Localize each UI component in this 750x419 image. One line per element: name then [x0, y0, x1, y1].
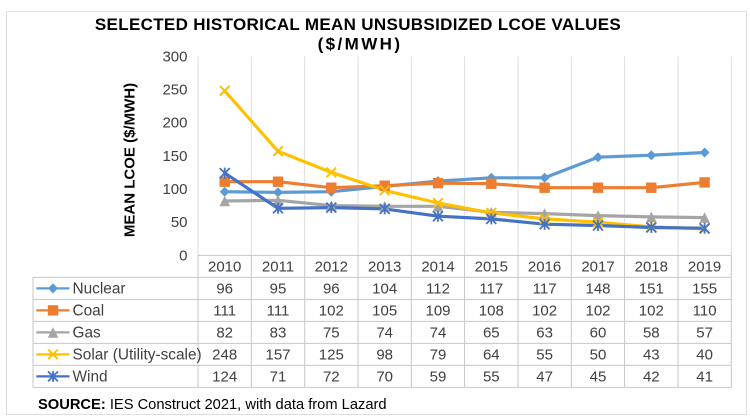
- svg-text:SOURCE: IES Construct 2021, wi: SOURCE: IES Construct 2021, with data fr…: [38, 397, 387, 413]
- svg-text:SELECTED HISTORICAL MEAN UNSUB: SELECTED HISTORICAL MEAN UNSUBSIDIZED LC…: [95, 15, 621, 34]
- svg-text:109: 109: [425, 303, 450, 320]
- svg-text:40: 40: [696, 347, 713, 364]
- svg-text:50: 50: [590, 347, 607, 364]
- svg-text:41: 41: [696, 369, 713, 386]
- svg-text:117: 117: [533, 281, 557, 298]
- svg-text:57: 57: [696, 325, 713, 342]
- svg-text:71: 71: [270, 369, 287, 386]
- svg-text:2018: 2018: [635, 259, 668, 276]
- svg-text:Wind: Wind: [73, 369, 108, 386]
- svg-text:200: 200: [162, 115, 187, 132]
- svg-text:79: 79: [430, 347, 447, 364]
- svg-text:63: 63: [536, 325, 553, 342]
- svg-text:2017: 2017: [581, 259, 614, 276]
- svg-text:58: 58: [643, 325, 660, 342]
- svg-text:74: 74: [430, 325, 447, 342]
- svg-text:60: 60: [590, 325, 607, 342]
- svg-text:111: 111: [213, 303, 236, 320]
- svg-text:112: 112: [426, 281, 450, 298]
- svg-text:2019: 2019: [688, 259, 721, 276]
- svg-text:150: 150: [162, 148, 187, 165]
- svg-text:74: 74: [376, 325, 393, 342]
- svg-text:72: 72: [323, 369, 340, 386]
- svg-text:55: 55: [536, 347, 553, 364]
- svg-text:248: 248: [212, 347, 237, 364]
- svg-text:102: 102: [532, 303, 557, 320]
- svg-text:64: 64: [483, 347, 500, 364]
- svg-text:45: 45: [590, 369, 607, 386]
- svg-text:157: 157: [265, 347, 290, 364]
- svg-text:Coal: Coal: [73, 303, 105, 320]
- svg-text:117: 117: [479, 281, 503, 298]
- svg-text:98: 98: [376, 347, 393, 364]
- svg-text:125: 125: [319, 347, 344, 364]
- svg-text:65: 65: [483, 325, 500, 342]
- svg-text:102: 102: [585, 303, 610, 320]
- svg-text:95: 95: [270, 281, 287, 298]
- svg-text:300: 300: [162, 48, 187, 65]
- svg-text:75: 75: [323, 325, 340, 342]
- svg-text:155: 155: [692, 281, 717, 298]
- svg-text:2014: 2014: [421, 259, 454, 276]
- svg-text:($/MWH): ($/MWH): [318, 35, 403, 54]
- svg-text:83: 83: [270, 325, 287, 342]
- svg-text:2010: 2010: [208, 259, 241, 276]
- svg-text:2011: 2011: [262, 259, 294, 276]
- svg-text:Gas: Gas: [73, 325, 102, 342]
- svg-text:96: 96: [216, 281, 233, 298]
- svg-text:0: 0: [179, 247, 187, 264]
- svg-text:108: 108: [479, 303, 504, 320]
- svg-text:42: 42: [643, 369, 660, 386]
- svg-text:151: 151: [639, 281, 664, 298]
- svg-text:2012: 2012: [315, 259, 348, 276]
- svg-text:100: 100: [162, 181, 187, 198]
- svg-text:96: 96: [323, 281, 340, 298]
- svg-text:102: 102: [319, 303, 344, 320]
- svg-text:55: 55: [483, 369, 500, 386]
- svg-text:2015: 2015: [475, 259, 508, 276]
- svg-text:104: 104: [372, 281, 397, 298]
- svg-text:148: 148: [585, 281, 610, 298]
- svg-text:Solar (Utility-scale): Solar (Utility-scale): [73, 347, 202, 364]
- svg-text:2013: 2013: [368, 259, 401, 276]
- svg-text:124: 124: [212, 369, 237, 386]
- svg-text:2016: 2016: [528, 259, 561, 276]
- svg-text:59: 59: [430, 369, 447, 386]
- svg-text:50: 50: [171, 214, 188, 231]
- svg-text:250: 250: [162, 82, 187, 99]
- svg-text:102: 102: [639, 303, 664, 320]
- svg-text:47: 47: [536, 369, 553, 386]
- svg-text:43: 43: [643, 347, 660, 364]
- svg-text:Nuclear: Nuclear: [73, 281, 126, 298]
- svg-text:110: 110: [693, 303, 717, 320]
- svg-text:105: 105: [372, 303, 397, 320]
- svg-text:70: 70: [376, 369, 393, 386]
- svg-text:MEAN LCOE ($/MWH): MEAN LCOE ($/MWH): [122, 83, 139, 237]
- svg-text:111: 111: [267, 303, 290, 320]
- svg-text:82: 82: [216, 325, 233, 342]
